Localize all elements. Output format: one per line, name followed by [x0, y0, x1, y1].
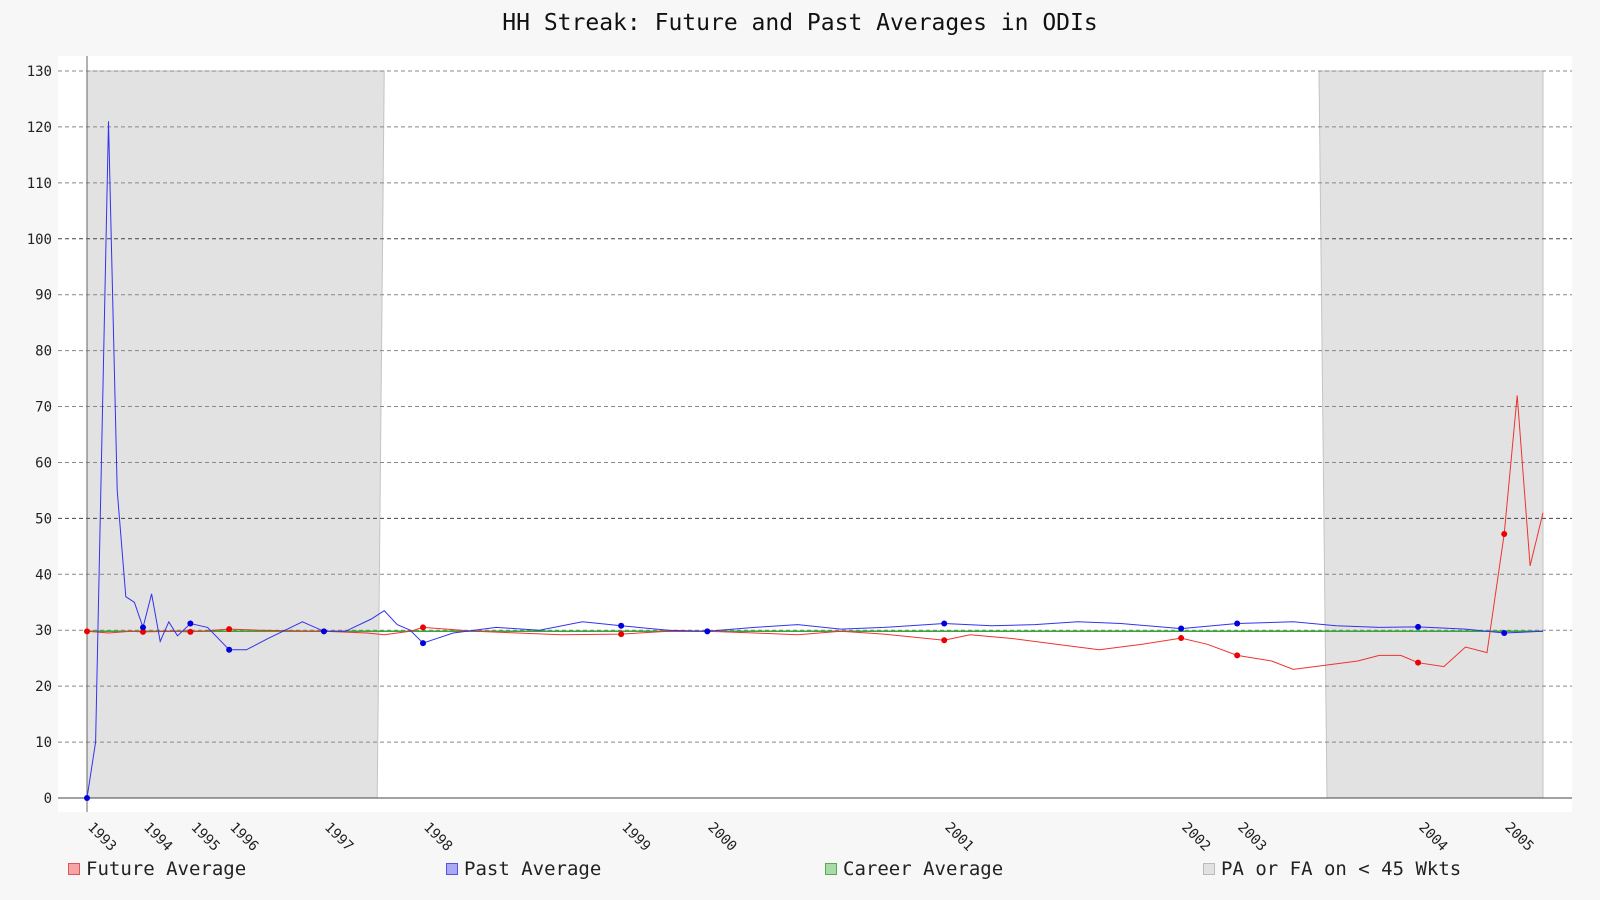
y-tick-label-90: 90 [35, 288, 52, 304]
legend-item-past-average[interactable]: Past Average [446, 858, 601, 880]
x-tick-label-1995: 1995 [188, 820, 223, 855]
past-average-point-4 [320, 628, 327, 635]
legend-swatch-past-average [446, 863, 458, 875]
past-average-point-5 [420, 640, 426, 647]
future-average-point-0 [84, 628, 90, 635]
axes [58, 56, 1572, 812]
x-tick-label-2005: 2005 [1501, 820, 1536, 855]
x-tick-label-2003: 2003 [1234, 820, 1269, 855]
future-average-point-3 [226, 626, 233, 633]
future-average-point-2 [187, 628, 194, 635]
y-tick-label-60: 60 [35, 455, 52, 471]
y-tick-label-80: 80 [35, 344, 52, 360]
chart-title: HH Streak: Future and Past Averages in O… [502, 10, 1098, 36]
x-tick-label-1999: 1999 [618, 820, 653, 855]
past-average-point-6 [618, 622, 625, 629]
past-average-point-10 [1234, 620, 1241, 627]
y-tick-labels: 0 10 20 30 40 50 60 70 80 90 100 110 120 130 [27, 64, 52, 807]
y-tick-label-110: 110 [27, 176, 52, 192]
y-tick-label-120: 120 [27, 120, 52, 136]
past-average-point-3 [226, 646, 233, 653]
shaded-region-1 [86, 70, 385, 799]
x-tick-label-2002: 2002 [1178, 820, 1213, 855]
legend-item-future-average[interactable]: Future Average [68, 858, 246, 880]
x-tick-label-1993: 1993 [84, 820, 119, 855]
y-tick-label-20: 20 [35, 679, 52, 695]
y-tick-label-40: 40 [35, 567, 52, 583]
legend-label-past-average: Past Average [464, 858, 602, 880]
past-average-point-7 [704, 628, 711, 635]
shaded-region-2 [1318, 70, 1544, 799]
legend-swatch-future-average [68, 863, 80, 875]
x-tick-label-2004: 2004 [1415, 820, 1450, 855]
past-average-point-9 [1178, 625, 1185, 632]
y-tick-label-70: 70 [35, 400, 52, 416]
grid-lines [58, 70, 1572, 743]
future-average-point-7 [1178, 635, 1185, 642]
future-average-point-8 [1234, 652, 1241, 659]
past-average-point-8 [941, 620, 948, 627]
legend-item-career-average[interactable]: Career Average [825, 858, 1003, 880]
shaded-regions [86, 70, 1544, 799]
past-average-point-0 [84, 795, 90, 801]
future-average-point-4 [420, 624, 426, 631]
past-average-point-2 [187, 620, 194, 627]
x-tick-label-1994: 1994 [140, 820, 175, 855]
past-average-point-1 [140, 624, 146, 631]
x-tick-label-1998: 1998 [420, 820, 455, 855]
x-tick-label-2000: 2000 [704, 820, 739, 855]
future-average-point-1 [140, 628, 146, 635]
past-average-point-11 [1415, 623, 1422, 630]
future-average-point-10 [1501, 531, 1508, 538]
legend-label-future-average: Future Average [86, 858, 247, 880]
future-average-point-5 [618, 631, 625, 638]
legend-swatch-career-average [825, 863, 837, 875]
legend-label-career-average: Career Average [843, 858, 1004, 880]
y-tick-label-100: 100 [27, 232, 52, 248]
legend-label-shaded-region: PA or FA on < 45 Wkts [1221, 858, 1462, 880]
past-average-point-12 [1501, 630, 1508, 637]
y-tick-label-10: 10 [35, 735, 52, 751]
legend-item-shaded-region[interactable]: PA or FA on < 45 Wkts [1203, 858, 1461, 880]
y-tick-label-130: 130 [27, 64, 52, 80]
y-tick-label-0: 0 [44, 791, 52, 807]
y-tick-label-50: 50 [35, 511, 52, 527]
x-tick-label-2001: 2001 [941, 820, 976, 855]
x-tick-label-1996: 1996 [226, 820, 261, 855]
legend: Future Average Past Average Career Avera… [0, 858, 1600, 888]
y-tick-label-30: 30 [35, 623, 52, 639]
series-line-future-average [86, 395, 1544, 670]
future-average-point-9 [1415, 659, 1422, 666]
future-average-point-6 [941, 637, 948, 644]
x-tick-label-1997: 1997 [321, 820, 356, 855]
x-tick-labels: 1993 1994 1995 1996 1997 1998 1999 2000 2001 2002… [84, 820, 1536, 855]
legend-swatch-shaded-region [1203, 863, 1215, 875]
series-markers [84, 531, 1508, 801]
